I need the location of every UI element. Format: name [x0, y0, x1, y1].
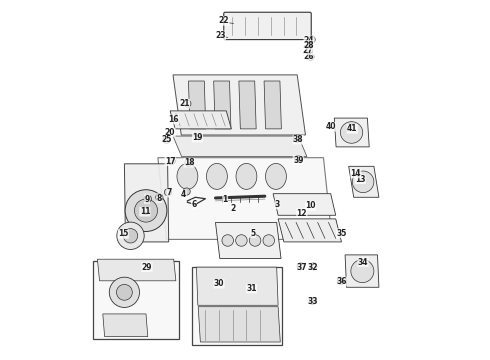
Text: 25: 25 — [161, 135, 172, 144]
Text: 29: 29 — [142, 263, 152, 271]
Polygon shape — [103, 314, 148, 337]
Polygon shape — [334, 118, 369, 147]
Circle shape — [142, 207, 149, 215]
Text: 8: 8 — [157, 194, 162, 202]
Polygon shape — [173, 75, 305, 135]
Polygon shape — [214, 81, 231, 129]
Polygon shape — [196, 267, 278, 305]
Text: 14: 14 — [351, 169, 361, 178]
Polygon shape — [264, 81, 281, 129]
Polygon shape — [278, 219, 342, 242]
Polygon shape — [198, 307, 280, 342]
Text: 34: 34 — [358, 258, 368, 266]
Polygon shape — [189, 81, 206, 129]
Circle shape — [168, 158, 175, 165]
Circle shape — [305, 42, 312, 49]
Text: 33: 33 — [307, 297, 318, 306]
Circle shape — [164, 189, 171, 196]
Text: 6: 6 — [191, 200, 196, 209]
Circle shape — [263, 235, 274, 246]
Text: 39: 39 — [293, 156, 303, 165]
Text: 31: 31 — [246, 284, 257, 293]
Text: 23: 23 — [215, 31, 226, 40]
Text: 11: 11 — [140, 207, 150, 216]
Circle shape — [351, 260, 374, 283]
Ellipse shape — [177, 163, 198, 189]
Text: 13: 13 — [355, 175, 366, 184]
Circle shape — [134, 199, 157, 222]
Text: 4: 4 — [181, 190, 186, 199]
Ellipse shape — [266, 163, 286, 189]
Circle shape — [109, 277, 140, 307]
Circle shape — [222, 235, 233, 246]
Circle shape — [307, 53, 314, 60]
Polygon shape — [173, 136, 307, 157]
Circle shape — [183, 188, 190, 195]
Ellipse shape — [341, 122, 363, 143]
Circle shape — [297, 263, 304, 270]
Text: 36: 36 — [336, 277, 347, 286]
Text: 1: 1 — [222, 195, 228, 204]
Circle shape — [352, 171, 374, 193]
Polygon shape — [216, 222, 281, 258]
Text: 3: 3 — [275, 200, 280, 209]
Circle shape — [236, 235, 247, 246]
Text: 16: 16 — [169, 115, 179, 124]
Text: 32: 32 — [307, 263, 318, 271]
Text: 38: 38 — [293, 135, 304, 144]
Text: 18: 18 — [184, 158, 195, 167]
Circle shape — [293, 135, 300, 142]
Circle shape — [184, 100, 191, 107]
Text: 26: 26 — [304, 52, 314, 61]
Polygon shape — [170, 111, 231, 129]
Polygon shape — [158, 158, 332, 239]
FancyBboxPatch shape — [93, 261, 179, 339]
Circle shape — [163, 136, 170, 143]
Circle shape — [337, 277, 344, 284]
Circle shape — [123, 229, 138, 243]
Text: 20: 20 — [165, 128, 175, 137]
Polygon shape — [239, 81, 256, 129]
Text: 15: 15 — [118, 230, 128, 239]
Text: 9: 9 — [145, 194, 150, 204]
Ellipse shape — [236, 163, 257, 189]
Text: 41: 41 — [347, 124, 358, 133]
Polygon shape — [273, 194, 336, 215]
Circle shape — [249, 235, 261, 246]
Text: 28: 28 — [303, 40, 314, 49]
Polygon shape — [98, 259, 176, 281]
Circle shape — [294, 156, 302, 163]
Circle shape — [309, 297, 316, 305]
Text: 27: 27 — [302, 46, 313, 55]
Circle shape — [156, 194, 163, 201]
Polygon shape — [349, 166, 379, 197]
Circle shape — [310, 263, 317, 270]
Circle shape — [308, 36, 315, 43]
Text: 7: 7 — [167, 188, 172, 197]
Ellipse shape — [206, 163, 227, 189]
Text: 19: 19 — [192, 133, 203, 142]
Text: 21: 21 — [179, 99, 190, 108]
Text: 30: 30 — [214, 279, 224, 288]
Text: 12: 12 — [296, 208, 307, 217]
Text: 10: 10 — [305, 201, 316, 210]
Text: 5: 5 — [250, 229, 255, 238]
Text: 24: 24 — [304, 36, 314, 45]
Text: 2: 2 — [231, 203, 236, 212]
Text: 22: 22 — [219, 16, 229, 25]
Circle shape — [144, 195, 151, 202]
Circle shape — [125, 190, 167, 231]
Circle shape — [305, 47, 313, 54]
Circle shape — [117, 284, 132, 300]
FancyBboxPatch shape — [224, 12, 311, 40]
Text: 40: 40 — [325, 122, 336, 131]
Text: 37: 37 — [296, 263, 307, 271]
Polygon shape — [345, 255, 379, 287]
FancyBboxPatch shape — [192, 267, 282, 345]
Polygon shape — [124, 164, 169, 242]
Circle shape — [117, 222, 144, 249]
Text: 35: 35 — [336, 229, 346, 238]
Text: 17: 17 — [165, 157, 175, 166]
Circle shape — [185, 159, 192, 166]
